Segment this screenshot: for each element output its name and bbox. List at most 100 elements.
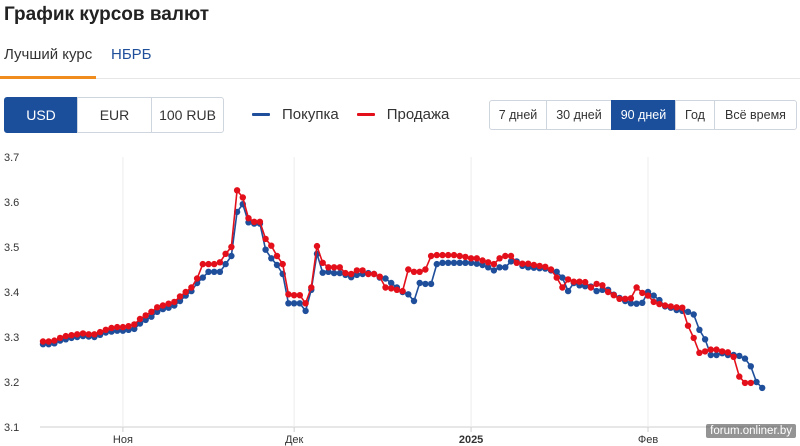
data-point-sell (182, 288, 189, 296)
data-point-buy (690, 311, 697, 318)
data-point-buy (473, 260, 480, 267)
data-point-sell (536, 262, 543, 270)
tab-nbrb[interactable]: НБРБ (111, 46, 152, 63)
data-point-sell (399, 287, 406, 295)
y-tick-label: 3.5 (4, 242, 19, 254)
data-point-buy (627, 300, 635, 307)
data-point-sell (667, 303, 674, 310)
legend-item-sell[interactable]: Продажа (356, 106, 449, 123)
tab-best-rate[interactable]: Лучший курс (0, 46, 97, 79)
period-30-days-button[interactable]: 30 дней (546, 100, 612, 130)
legend-swatch-buy (252, 113, 270, 116)
watermark: forum.onliner.by (706, 424, 796, 438)
data-point-sell (376, 273, 383, 280)
chart-legend: Покупка Продажа (252, 106, 467, 123)
data-point-sell (724, 349, 732, 356)
currency-eur-button[interactable]: EUR (77, 97, 152, 133)
currency-usd-button[interactable]: USD (4, 97, 78, 133)
legend-label-buy: Покупка (282, 106, 339, 123)
data-point-sell (74, 331, 81, 338)
currency-selector: USD EUR 100 RUB (4, 97, 224, 133)
data-point-buy (211, 268, 218, 275)
data-point-buy (302, 307, 309, 315)
data-point-sell (365, 270, 372, 278)
data-point-sell (285, 291, 292, 298)
data-point-sell (125, 323, 132, 330)
data-point-sell (205, 260, 212, 268)
data-point-sell (91, 331, 98, 338)
y-tick-label: 3.3 (4, 332, 19, 344)
data-point-sell (456, 252, 463, 260)
data-point-sell (450, 251, 458, 259)
data-point-sell (62, 332, 69, 340)
data-point-sell (216, 259, 224, 266)
data-point-buy (148, 313, 155, 320)
data-point-sell (730, 353, 737, 360)
data-point-buy (336, 269, 343, 277)
data-point-sell (696, 349, 703, 356)
data-point-buy (713, 351, 720, 359)
period-all-time-button[interactable]: Всё время (714, 100, 797, 130)
data-point-sell (604, 288, 612, 296)
data-point-sell (85, 331, 92, 338)
data-point-sell (570, 278, 577, 285)
data-point-sell (422, 266, 429, 273)
data-point-buy (199, 274, 206, 281)
data-point-buy (205, 268, 212, 275)
y-tick-label: 3.1 (4, 422, 19, 434)
data-point-sell (222, 250, 229, 257)
data-point-sell (416, 268, 423, 275)
legend-item-buy[interactable]: Покупка (252, 106, 339, 123)
data-point-sell (56, 334, 64, 342)
data-point-buy (485, 264, 492, 271)
data-point-sell (736, 373, 743, 380)
x-axis-ticks: Ноя Дек 2025 Фев (113, 434, 658, 446)
data-point-sell (330, 264, 338, 271)
data-point-sell (427, 252, 435, 260)
data-point-sell (211, 260, 218, 268)
data-point-sell (313, 242, 321, 250)
data-point-buy (142, 316, 149, 324)
data-point-sell (142, 312, 149, 319)
data-point-buy (136, 320, 144, 327)
data-point-sell (188, 284, 195, 291)
data-point-sell (462, 253, 469, 261)
tab-bar: Лучший курс НБРБ (0, 40, 800, 79)
data-point-sell (176, 293, 184, 300)
data-point-sell (342, 269, 349, 277)
data-point-sell (553, 274, 560, 281)
period-selector: 7 дней 30 дней 90 дней Год Всё время (489, 100, 797, 130)
data-point-sell (701, 348, 709, 355)
currency-rub-button[interactable]: 100 RUB (151, 97, 224, 133)
data-point-buy (736, 352, 743, 360)
data-point-buy (296, 300, 303, 307)
data-point-buy (262, 246, 269, 253)
data-point-buy (388, 279, 395, 287)
data-point-sell (393, 286, 401, 293)
data-point-buy (228, 252, 235, 260)
data-point-sell (114, 323, 121, 331)
data-point-buy (285, 300, 292, 307)
data-point-buy (759, 384, 766, 392)
data-point-buy (462, 259, 469, 266)
data-point-sell (627, 295, 635, 302)
period-year-button[interactable]: Год (675, 100, 715, 130)
data-point-sell (502, 252, 509, 260)
data-point-sell (359, 267, 366, 274)
period-7-days-button[interactable]: 7 дней (489, 100, 547, 130)
data-point-buy (325, 268, 332, 275)
data-point-sell (587, 284, 595, 291)
data-point-buy (559, 274, 566, 281)
data-point-sell (684, 322, 692, 329)
data-point-buy (319, 269, 326, 276)
data-point-sell (576, 278, 583, 285)
data-point-sell (325, 264, 332, 271)
period-90-days-button[interactable]: 90 дней (611, 100, 676, 130)
data-point-buy (753, 378, 760, 386)
data-point-sell (622, 295, 629, 302)
data-point-buy (496, 264, 503, 271)
data-point-sell (547, 266, 555, 273)
data-point-sell (616, 295, 623, 302)
data-point-buy (290, 300, 298, 307)
data-point-buy (701, 336, 709, 343)
